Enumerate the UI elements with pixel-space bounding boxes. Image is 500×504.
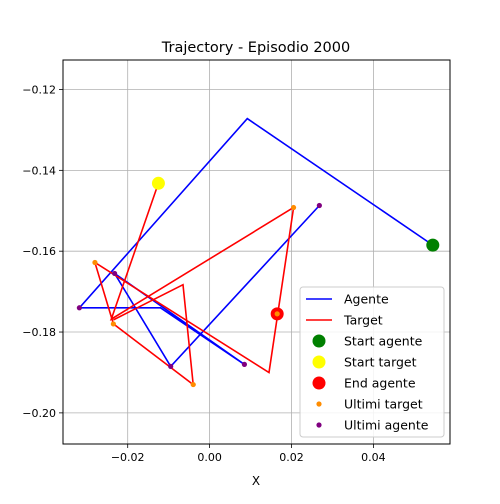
point-ultimi-target bbox=[92, 259, 98, 266]
y-tick-label: −0.14 bbox=[22, 164, 56, 177]
legend-swatch-start-target bbox=[312, 355, 326, 369]
chart-title: Trajectory - Episodio 2000 bbox=[161, 40, 350, 56]
series-line-agente bbox=[77, 117, 434, 368]
point-ultimi-target bbox=[290, 204, 297, 211]
point-ultimi-agente bbox=[76, 305, 82, 311]
legend-swatch-ultimi-agente bbox=[316, 422, 322, 428]
legend-label-target: Target bbox=[343, 313, 383, 328]
y-tick-label: −0.12 bbox=[22, 84, 56, 97]
y-tick-label: −0.18 bbox=[22, 326, 56, 339]
point-ultimi-target bbox=[110, 321, 116, 327]
x-axis-label: X bbox=[252, 474, 260, 488]
y-tick-label: −0.16 bbox=[22, 245, 56, 258]
legend-label-start-agente: Start agente bbox=[344, 334, 423, 349]
axis-ticks: −0.02 0.00 0.02 0.04 −0.20 −0.18 −0.16 −0.14 −0.… bbox=[22, 84, 385, 464]
plot-frame bbox=[62, 59, 451, 445]
grid bbox=[63, 60, 450, 444]
legend-swatch-end-agente bbox=[312, 376, 326, 390]
point-ultimi-target bbox=[274, 311, 280, 317]
legend: Agente Target Start agente Start target End … bbox=[299, 286, 445, 438]
legend-label-ultimi-target: Ultimi target bbox=[344, 397, 423, 412]
point-ultimi-agente bbox=[112, 270, 118, 277]
legend-label-agente: Agente bbox=[344, 292, 389, 307]
point-ultimi-agente bbox=[316, 202, 322, 209]
legend-label-start-target: Start target bbox=[344, 355, 417, 370]
legend-swatch-start-agente bbox=[312, 334, 326, 348]
point-start-agente bbox=[426, 238, 440, 252]
plot-series bbox=[76, 117, 440, 388]
point-ultimi-agente bbox=[168, 363, 174, 369]
x-tick-label: −0.02 bbox=[111, 451, 145, 464]
point-ultimi-agente bbox=[241, 361, 248, 367]
legend-label-end-agente: End agente bbox=[344, 376, 416, 391]
y-tick-label: −0.20 bbox=[22, 407, 56, 420]
x-tick-label: 0.04 bbox=[361, 451, 386, 464]
legend-label-ultimi-agente: Ultimi agente bbox=[344, 418, 429, 433]
x-tick-label: 0.00 bbox=[197, 451, 222, 464]
legend-box bbox=[299, 286, 445, 438]
point-start-target bbox=[151, 176, 165, 190]
x-tick-label: 0.02 bbox=[279, 451, 304, 464]
point-ultimi-target bbox=[190, 381, 196, 388]
legend-swatch-ultimi-target bbox=[316, 401, 322, 407]
